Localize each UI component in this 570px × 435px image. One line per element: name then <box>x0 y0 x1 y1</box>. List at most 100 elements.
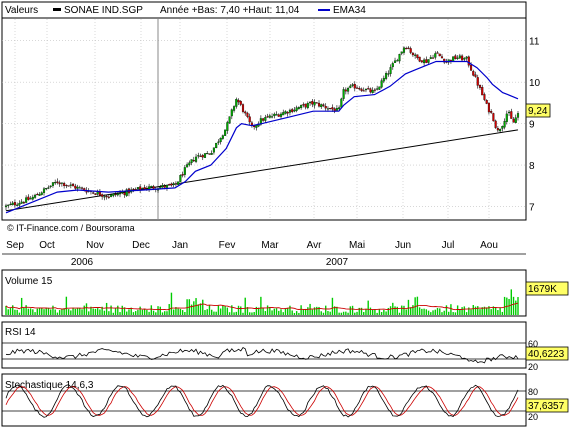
volume-bar <box>16 309 18 315</box>
volume-bar <box>463 306 466 315</box>
month-label: Jan <box>172 240 188 251</box>
candle-body <box>326 108 330 110</box>
values-label: Valeurs <box>5 5 38 16</box>
volume-bar <box>512 296 515 315</box>
month-label: Jul <box>442 240 455 251</box>
volume-bar <box>452 312 454 315</box>
volume-last-label: 1679K <box>528 284 557 295</box>
candle-body <box>266 116 269 118</box>
candle-body <box>125 189 128 196</box>
volume-bar <box>235 311 237 315</box>
volume-bar <box>345 311 347 315</box>
candle-body <box>485 100 488 104</box>
candle-body <box>306 103 309 109</box>
volume-bar <box>369 307 372 315</box>
volume-bar <box>231 305 233 315</box>
candle-body <box>349 85 352 88</box>
volume-bar <box>414 297 416 315</box>
trendline <box>5 129 519 212</box>
volume-bar <box>515 300 517 315</box>
candle-body <box>264 117 267 121</box>
volume-bar <box>468 307 470 315</box>
volume-bar <box>266 305 269 315</box>
candle-body <box>505 113 508 122</box>
volume-bar <box>374 309 376 315</box>
volume-bar <box>81 309 83 315</box>
candle-body <box>512 118 515 123</box>
volume-ma-line <box>5 302 519 311</box>
volume-bar <box>313 307 316 315</box>
candle-body <box>282 112 285 116</box>
volume-bar <box>443 310 445 315</box>
candle-body <box>58 182 61 185</box>
volume-bar <box>179 308 182 315</box>
candle-body <box>114 193 117 195</box>
volume-bar <box>139 306 141 315</box>
volume-bar <box>293 312 296 315</box>
candle-body <box>463 57 466 60</box>
volume-bar <box>27 308 30 315</box>
volume-title: Volume 15 <box>5 276 53 287</box>
volume-bar <box>262 307 264 315</box>
volume-bar <box>128 309 130 315</box>
volume-bar <box>117 305 119 315</box>
volume-bar <box>275 308 278 315</box>
candle-body <box>465 56 468 59</box>
month-label: Fev <box>219 240 236 251</box>
volume-bar <box>217 305 220 315</box>
candle-body <box>454 55 457 59</box>
candle-body <box>219 137 222 143</box>
volume-bar <box>88 311 90 315</box>
candle-body <box>40 192 43 195</box>
volume-bar <box>202 299 204 315</box>
candle-body <box>380 80 383 88</box>
candle-body <box>65 184 68 187</box>
candle-body <box>31 196 34 200</box>
volume-bar <box>25 305 27 315</box>
candle-body <box>295 107 298 111</box>
candle-body <box>177 181 180 185</box>
candle-body <box>217 141 220 143</box>
series-legend-swatch <box>53 8 61 11</box>
candle-body <box>148 186 151 190</box>
volume-bar <box>74 308 77 315</box>
stochastic-last-label: 37,6357 <box>528 401 565 412</box>
year-label-2007: 2007 <box>326 257 349 268</box>
candle-body <box>510 111 513 119</box>
candle-body <box>38 194 41 196</box>
candle-body <box>279 113 283 117</box>
candle-body <box>60 182 63 184</box>
volume-bar <box>316 306 318 315</box>
volume-bar <box>394 306 396 315</box>
candle-body <box>228 116 231 124</box>
candle-body <box>371 90 374 94</box>
volume-bar <box>112 312 115 315</box>
volume-bar <box>119 312 121 315</box>
candle-body <box>132 188 135 190</box>
volume-bar <box>105 302 108 315</box>
volume-bar <box>177 308 179 315</box>
volume-bar <box>244 297 246 315</box>
candle-body <box>29 198 32 200</box>
candle-body <box>297 107 300 109</box>
candle-body <box>101 194 104 197</box>
volume-bar <box>23 307 25 315</box>
candle-body <box>152 186 155 189</box>
volume-bar <box>94 308 97 315</box>
volume-bar <box>289 305 291 315</box>
candle-body <box>179 175 182 182</box>
volume-bar <box>454 312 457 315</box>
volume-bar <box>494 307 497 315</box>
volume-bar <box>157 306 159 315</box>
volume-bar <box>257 307 260 315</box>
last-price-badge: 9,24 <box>525 103 551 118</box>
volume-bar <box>108 311 110 315</box>
candle-body <box>351 84 354 86</box>
volume-bar <box>269 306 271 315</box>
volume-bar <box>170 292 173 315</box>
candle-body <box>190 159 193 163</box>
candle-body <box>481 87 484 96</box>
volume-bar <box>255 306 258 315</box>
volume-bar <box>215 311 217 315</box>
candle-body <box>423 59 426 64</box>
